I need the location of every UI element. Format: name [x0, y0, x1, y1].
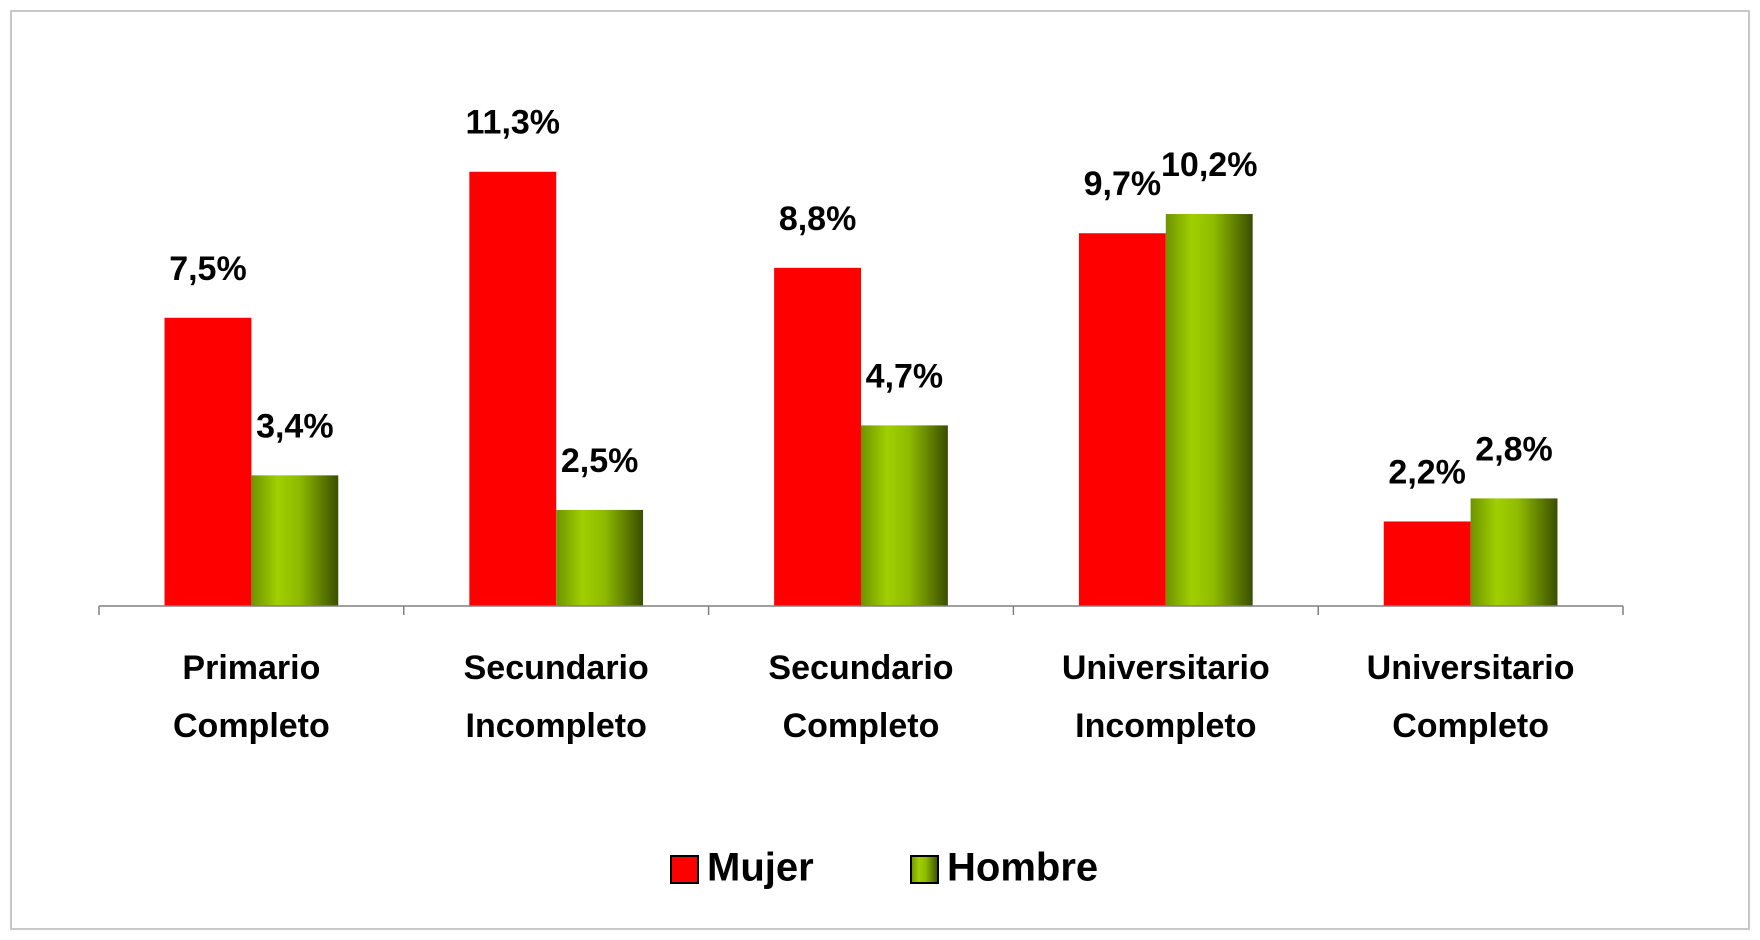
- value-label: 4,7%: [866, 357, 944, 395]
- x-tick-label: Completo: [1392, 707, 1549, 745]
- bar: [1383, 521, 1471, 606]
- value-label: 2,2%: [1388, 453, 1466, 491]
- bar: [774, 267, 861, 606]
- value-label: 7,5%: [169, 250, 247, 288]
- value-label: 11,3%: [466, 104, 561, 142]
- bar: [251, 475, 339, 606]
- x-tick-label: Primario: [182, 649, 320, 687]
- bar: [1470, 498, 1558, 606]
- x-tick-label: Completo: [173, 707, 330, 745]
- x-tick-label: Incompleto: [466, 707, 647, 745]
- x-tick-label: Secundario: [768, 649, 953, 687]
- x-tick-label: Universitario: [1367, 649, 1575, 687]
- legend-label: Mujer: [707, 846, 814, 890]
- x-tick-label: Universitario: [1062, 649, 1270, 687]
- x-tick-label: Secundario: [464, 649, 649, 687]
- value-label: 2,8%: [1475, 430, 1553, 468]
- legend-swatch: [910, 855, 939, 884]
- bar: [1165, 214, 1253, 606]
- bar: [469, 171, 557, 606]
- legend-label: Hombre: [947, 846, 1098, 890]
- legend-swatch: [670, 855, 699, 884]
- value-label: 9,7%: [1084, 165, 1162, 203]
- x-tick-label: Incompleto: [1075, 707, 1256, 745]
- bar: [1078, 233, 1166, 606]
- value-label: 8,8%: [779, 200, 857, 238]
- bar: [164, 317, 252, 606]
- value-label: 2,5%: [561, 442, 639, 480]
- value-label: 3,4%: [256, 407, 334, 445]
- value-label: 10,2%: [1161, 146, 1257, 184]
- bar: [556, 509, 644, 606]
- x-tick-label: Completo: [783, 707, 940, 745]
- bar: [861, 425, 948, 606]
